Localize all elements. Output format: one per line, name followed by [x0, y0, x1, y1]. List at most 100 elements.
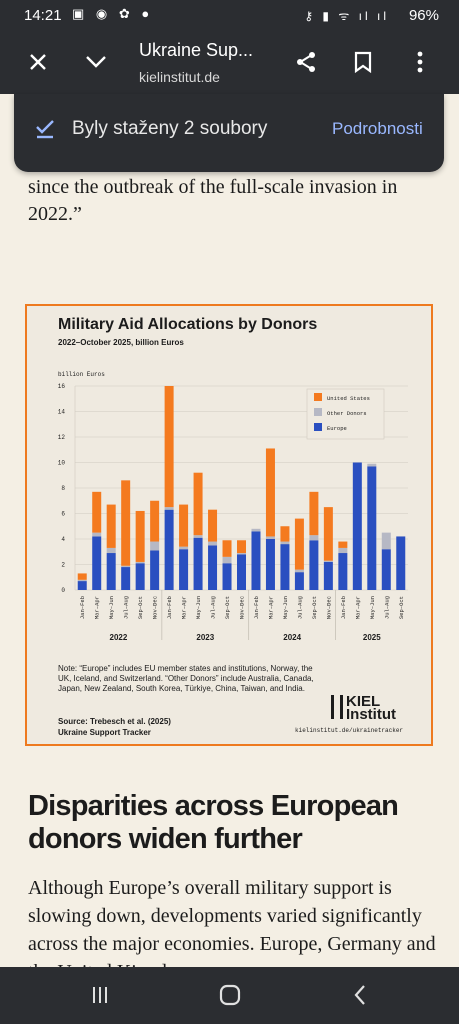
bar-united-states — [179, 504, 189, 547]
figure-url[interactable]: kielinstitut.de/ukrainetracker — [295, 727, 404, 734]
bookmark-icon[interactable] — [347, 46, 379, 78]
year-label: 2024 — [283, 633, 301, 642]
legend-swatch — [314, 393, 322, 401]
x-tick-label: Mar–Apr — [94, 596, 101, 619]
bar-united-states — [193, 472, 203, 536]
source-line-2: Ukraine Support Tracker — [58, 728, 151, 737]
bar-other-donors — [294, 569, 304, 573]
chart-note: Note: “Europe” includes EU member states… — [58, 664, 314, 693]
x-tick-label: Jan–Feb — [79, 596, 86, 619]
battery-level: 96% — [408, 7, 439, 24]
bar-united-states — [164, 386, 174, 508]
bar-europe — [106, 553, 116, 590]
bar-united-states — [121, 480, 131, 566]
legend-label: United States — [327, 395, 370, 402]
x-tick-label: Sep–Oct — [137, 596, 144, 619]
x-tick-label: Sep–Oct — [311, 596, 318, 619]
bar-europe — [150, 550, 160, 590]
x-tick-label: Jul–Aug — [123, 596, 130, 619]
x-tick-label: Nov–Dec — [152, 596, 159, 619]
x-tick-label: Mar–Apr — [267, 596, 274, 619]
bar-europe — [367, 466, 377, 590]
bar-europe — [135, 563, 145, 590]
section-heading: Disparities across European donors widen… — [28, 790, 399, 855]
home-icon[interactable] — [210, 981, 250, 1009]
bar-other-donors — [164, 507, 174, 510]
y-tick-label: 8 — [61, 485, 65, 492]
bar-europe — [251, 531, 261, 590]
y-tick-label: 16 — [58, 383, 66, 390]
y-tick-label: 12 — [58, 434, 66, 441]
legend-label: Other Donors — [327, 410, 367, 417]
bar-other-donors — [179, 546, 189, 550]
bar-other-donors — [338, 547, 348, 554]
x-tick-label: May–Jun — [108, 596, 115, 619]
bar-europe — [179, 549, 189, 590]
bar-united-states — [106, 504, 116, 548]
share-icon[interactable] — [290, 46, 322, 78]
bar-europe — [92, 536, 102, 590]
recents-icon[interactable] — [80, 981, 120, 1009]
close-icon[interactable] — [22, 46, 54, 78]
more-options-icon[interactable] — [404, 46, 436, 78]
source-line-1: Source: Trebesch et al. (2025) — [58, 717, 171, 726]
bar-europe — [77, 581, 87, 590]
bar-europe — [381, 549, 391, 590]
bar-other-donors — [121, 565, 131, 568]
bar-europe — [222, 563, 232, 590]
y-tick-label: 2 — [61, 562, 65, 569]
bar-europe — [280, 544, 290, 590]
year-label: 2023 — [196, 633, 214, 642]
bar-europe — [323, 561, 333, 590]
page-url[interactable]: kielinstitut.de — [139, 69, 220, 85]
system-icons: ⚷ ▮ ᯤ ıl ıl — [304, 9, 389, 23]
x-tick-label: May–Jun — [195, 596, 202, 619]
bar-europe — [396, 536, 406, 590]
bar-europe — [208, 545, 218, 590]
article-quote: since the outbreak of the full-scale inv… — [28, 176, 398, 225]
bar-united-states — [280, 526, 290, 542]
status-bar: 14:21 ▣ ◉ ✿ ● ⚷ ▮ ᯤ ıl ıl 96% — [0, 0, 459, 32]
bar-other-donors — [222, 556, 232, 564]
x-tick-label: Jul–Aug — [296, 596, 303, 619]
chart-figure: billion Euros 0 2 4 6 8 10 12 14 16 Jan–Feb Mar–Apr… — [25, 304, 433, 746]
toast-message: Byly staženy 2 soubory — [72, 118, 268, 139]
legend-swatch — [314, 423, 322, 431]
bar-other-donors — [251, 528, 261, 532]
bar-united-states — [92, 491, 102, 533]
x-tick-label: May–Jun — [369, 596, 376, 619]
bar-other-donors — [135, 561, 145, 564]
y-tick-label: 4 — [61, 536, 65, 543]
x-tick-label: Jan–Feb — [253, 596, 260, 619]
y-axis-title: billion Euros — [58, 371, 105, 378]
back-icon[interactable] — [340, 981, 380, 1009]
x-tick-label: Jan–Feb — [166, 596, 173, 619]
kiel-logo-mark — [331, 695, 343, 719]
details-button[interactable]: Podrobnosti — [332, 119, 423, 138]
bar-other-donors — [106, 547, 116, 554]
x-tick-label: May–Jun — [282, 596, 289, 619]
year-label: 2022 — [110, 633, 128, 642]
bar-europe — [237, 554, 246, 590]
bar-other-donors — [150, 541, 160, 551]
year-label: 2025 — [363, 633, 381, 642]
logo-line-1: KIEL — [346, 693, 381, 710]
logo-line-2: Institut — [346, 706, 396, 723]
chart-canvas: billion Euros 0 2 4 6 8 10 12 14 16 Jan–Feb Mar–Apr… — [58, 371, 408, 642]
chart-title: Military Aid Allocations by Donors — [58, 316, 318, 333]
bar-europe — [294, 572, 304, 590]
x-tick-label: Nov–Dec — [239, 596, 246, 619]
download-done-icon — [36, 120, 54, 139]
bar-europe — [309, 540, 319, 590]
notification-icons: ▣ ◉ ✿ ● — [72, 6, 154, 21]
bar-united-states — [265, 448, 275, 537]
status-time: 14:21 — [24, 7, 62, 24]
chart-source: Source: Trebesch et al. (2025) Ukraine S… — [58, 716, 171, 738]
download-toast: Byly staženy 2 soubory Podrobnosti — [14, 94, 444, 172]
bar-other-donors — [193, 535, 203, 538]
x-tick-label: Nov–Dec — [325, 596, 332, 619]
x-tick-label: Mar–Apr — [181, 596, 188, 619]
bar-europe — [352, 462, 362, 590]
bar-other-donors — [309, 535, 319, 541]
chevron-down-icon[interactable] — [80, 46, 112, 78]
